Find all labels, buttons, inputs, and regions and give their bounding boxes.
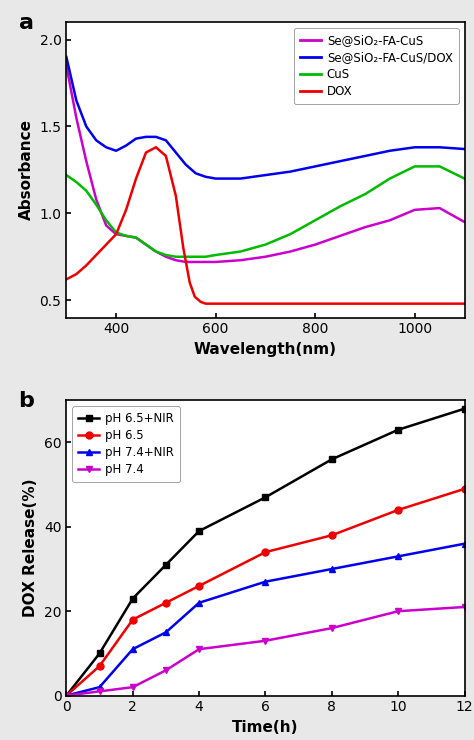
pH 6.5+NIR <box>329 455 335 464</box>
pH 6.5 <box>97 662 102 670</box>
pH 7.4+NIR <box>395 552 401 561</box>
Line: pH 6.5+NIR: pH 6.5+NIR <box>63 406 468 699</box>
pH 7.4+NIR <box>163 628 169 636</box>
pH 6.5 <box>462 485 467 494</box>
pH 7.4+NIR <box>64 691 69 700</box>
pH 6.5+NIR <box>196 527 202 536</box>
X-axis label: Time(h): Time(h) <box>232 720 299 735</box>
Line: pH 7.4: pH 7.4 <box>63 604 468 699</box>
pH 7.4 <box>97 687 102 696</box>
pH 6.5+NIR <box>97 649 102 658</box>
pH 7.4+NIR <box>196 599 202 608</box>
pH 7.4+NIR <box>130 645 136 653</box>
Line: pH 6.5: pH 6.5 <box>63 485 468 699</box>
pH 6.5+NIR <box>395 425 401 434</box>
pH 6.5+NIR <box>263 493 268 502</box>
pH 6.5 <box>263 548 268 556</box>
pH 7.4 <box>329 624 335 633</box>
pH 7.4 <box>130 683 136 692</box>
Y-axis label: Absorbance: Absorbance <box>19 119 34 221</box>
Legend: Se@SiO₂-FA-CuS, Se@SiO₂-FA-CuS/DOX, CuS, DOX: Se@SiO₂-FA-CuS, Se@SiO₂-FA-CuS/DOX, CuS,… <box>294 28 459 104</box>
pH 6.5+NIR <box>64 691 69 700</box>
pH 6.5+NIR <box>130 594 136 603</box>
pH 7.4 <box>462 602 467 611</box>
Y-axis label: DOX Release(%): DOX Release(%) <box>23 479 38 617</box>
pH 6.5 <box>130 615 136 624</box>
Text: a: a <box>18 13 34 33</box>
pH 7.4+NIR <box>329 565 335 574</box>
pH 7.4 <box>196 645 202 653</box>
pH 6.5 <box>329 531 335 539</box>
pH 6.5 <box>163 599 169 608</box>
pH 6.5 <box>196 582 202 591</box>
Text: b: b <box>18 391 35 411</box>
pH 6.5 <box>395 505 401 514</box>
pH 7.4 <box>64 691 69 700</box>
pH 7.4+NIR <box>462 539 467 548</box>
pH 7.4 <box>395 607 401 616</box>
pH 6.5+NIR <box>163 560 169 569</box>
X-axis label: Wavelength(nm): Wavelength(nm) <box>194 342 337 357</box>
pH 6.5+NIR <box>462 404 467 413</box>
Line: pH 7.4+NIR: pH 7.4+NIR <box>63 540 468 699</box>
pH 7.4 <box>263 636 268 645</box>
Legend: pH 6.5+NIR, pH 6.5, pH 7.4+NIR, pH 7.4: pH 6.5+NIR, pH 6.5, pH 7.4+NIR, pH 7.4 <box>72 406 180 482</box>
pH 7.4+NIR <box>97 683 102 692</box>
pH 7.4 <box>163 666 169 675</box>
pH 7.4+NIR <box>263 577 268 586</box>
pH 6.5 <box>64 691 69 700</box>
